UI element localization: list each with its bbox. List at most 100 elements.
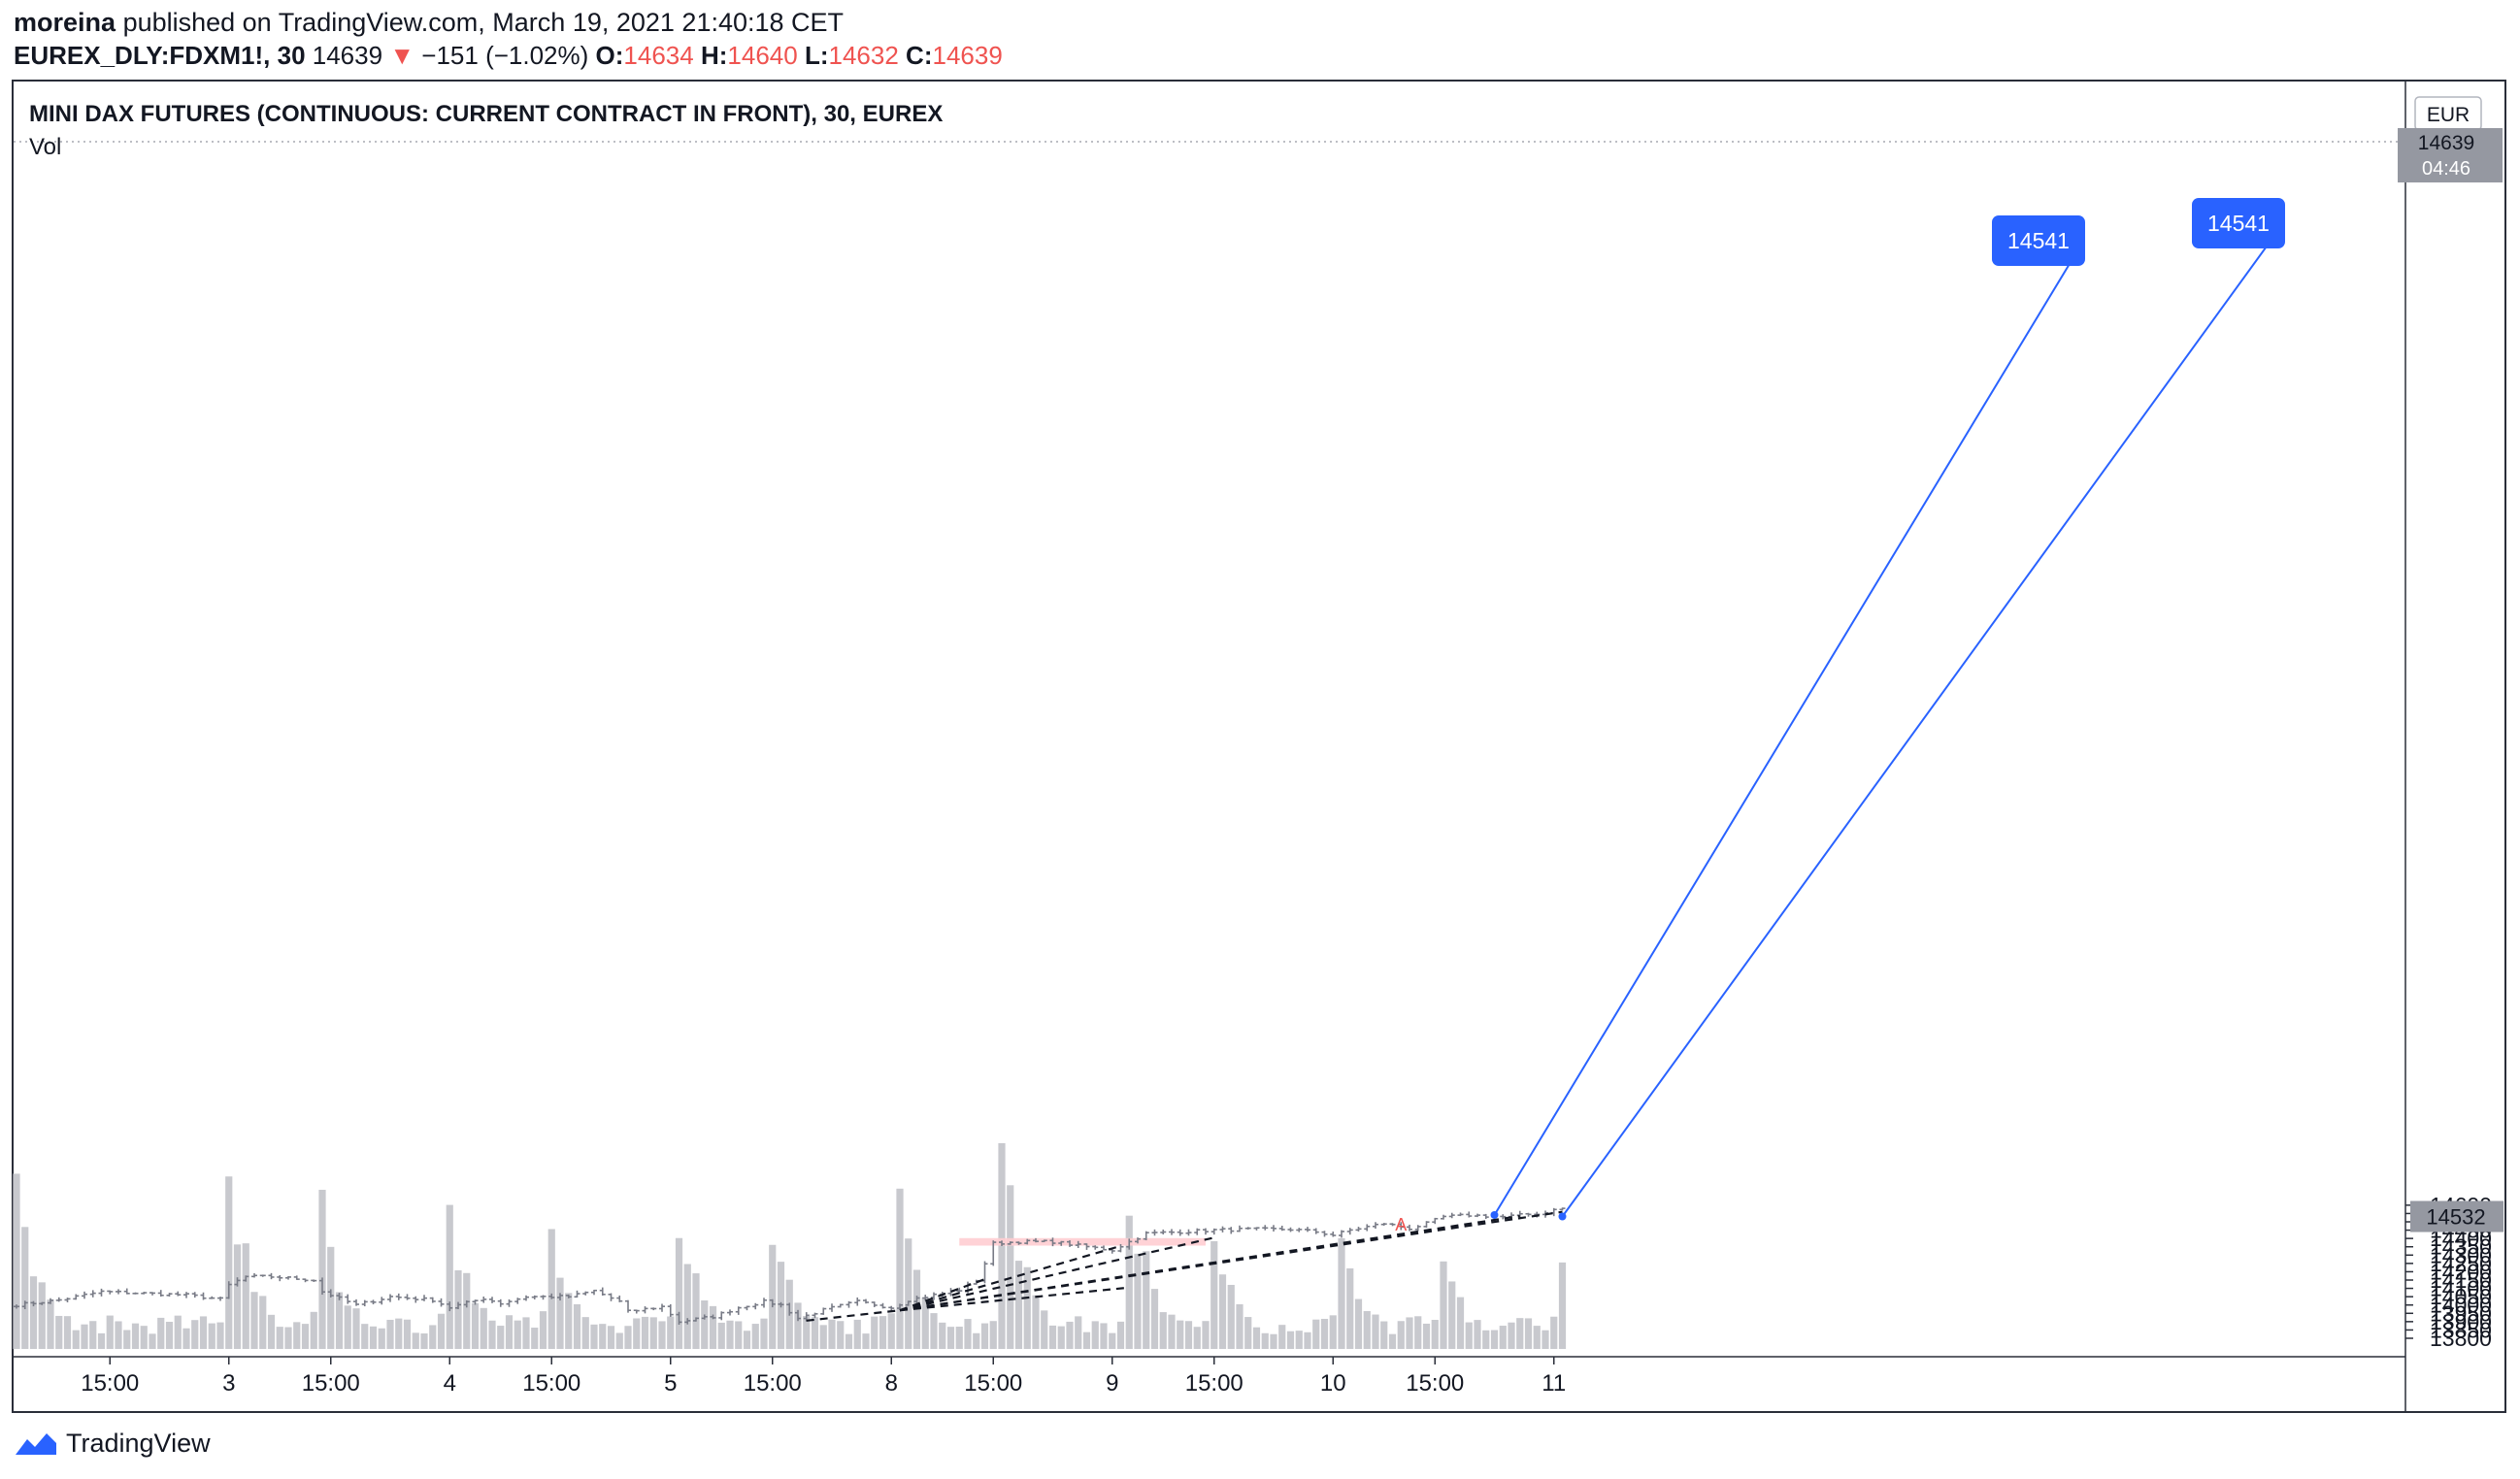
- ohlc-bar: [21, 1300, 28, 1310]
- ohlc-bar: [1364, 1224, 1371, 1232]
- ohlc-bar: [1253, 1227, 1260, 1231]
- trendline-layer: [806, 1210, 1563, 1322]
- volume-bar: [21, 1227, 29, 1349]
- callout-anchor: [1558, 1212, 1567, 1221]
- volume-bar: [1465, 1322, 1473, 1349]
- volume-bar: [1312, 1319, 1320, 1349]
- volume-bar: [412, 1332, 419, 1349]
- price-tick-label: 14050: [2430, 1284, 2492, 1309]
- volume-bar: [547, 1229, 555, 1349]
- bar-countdown: 04:46: [2422, 158, 2470, 180]
- volume-bar: [55, 1315, 63, 1349]
- volume-bar: [565, 1293, 573, 1349]
- ohlc-bar: [82, 1291, 87, 1299]
- volume-bar: [182, 1328, 190, 1349]
- volume-bar: [1066, 1321, 1074, 1349]
- ohlc-bar: [472, 1299, 479, 1305]
- volume-bar: [1244, 1317, 1252, 1349]
- volume-bar: [964, 1319, 972, 1349]
- time-tick-label: 15:00: [1406, 1370, 1464, 1397]
- volume-bar: [1261, 1332, 1269, 1349]
- volume-bar: [1057, 1326, 1065, 1349]
- volume-series: [13, 1142, 1567, 1349]
- time-tick-label: 15:00: [964, 1370, 1022, 1397]
- volume-bar: [573, 1303, 581, 1349]
- ohlc-bar: [633, 1309, 640, 1314]
- ohlc-bar: [1305, 1227, 1310, 1232]
- volume-bar: [386, 1319, 394, 1349]
- annotation-layer: 14541 14541 A: [1395, 198, 2285, 1234]
- volume-bar: [488, 1320, 496, 1349]
- volume-bar: [879, 1316, 887, 1349]
- trendline: [899, 1236, 1214, 1312]
- volume-bar: [13, 1173, 20, 1349]
- ohlc-bar: [30, 1300, 37, 1307]
- volume-bar: [599, 1324, 607, 1349]
- ohlc-bar: [285, 1276, 291, 1280]
- tradingview-footer[interactable]: TradingView: [14, 1429, 211, 1459]
- price-axis[interactable]: 1380013850139001395014000140501410014150…: [14, 82, 2503, 1411]
- ohlc-bar: [217, 1297, 223, 1301]
- author[interactable]: moreina: [14, 8, 116, 37]
- ohlc-bar: [251, 1272, 257, 1278]
- volume-bar: [1227, 1284, 1235, 1349]
- chart-frame: [12, 80, 2506, 1413]
- trendline: [899, 1286, 1130, 1312]
- close-value: 14639: [932, 41, 1003, 70]
- price-tick-label: 14000: [2430, 1293, 2492, 1318]
- callout-anchor: [1490, 1210, 1499, 1219]
- price-callout: [2192, 198, 2285, 248]
- ohlc-bar: [395, 1293, 402, 1300]
- volume-bar: [327, 1246, 335, 1349]
- ohlc-bar: [157, 1290, 164, 1297]
- ohlc-bar: [39, 1301, 46, 1305]
- price-tick-label: 14350: [2430, 1234, 2492, 1260]
- volume-bar: [946, 1327, 955, 1349]
- volume-bar: [1184, 1321, 1193, 1349]
- volume-bar: [735, 1321, 743, 1349]
- volume-bar: [581, 1317, 589, 1349]
- price-tick-label: 14150: [2430, 1267, 2492, 1293]
- open-label: O:: [595, 41, 624, 70]
- volume-bar: [1177, 1320, 1184, 1349]
- volume-bar: [216, 1322, 224, 1349]
- low-value: 14632: [828, 41, 899, 70]
- currency-label: EUR: [2427, 104, 2470, 126]
- time-axis[interactable]: 15:00 3 15:00 4 15:00 5 15:00 8 15:00 9 15:00 10 15:…: [14, 1356, 2405, 1397]
- time-tick-label: 11: [1542, 1370, 1566, 1397]
- volume-bar: [1490, 1330, 1499, 1349]
- ohlc-bar: [1143, 1231, 1149, 1241]
- volume-bar: [1346, 1267, 1354, 1349]
- ohlc-bar: [582, 1291, 589, 1296]
- ohlc-bar: [1160, 1229, 1167, 1235]
- ohlc-series: [14, 1207, 1566, 1325]
- volume-bar: [837, 1321, 845, 1349]
- ohlc-bar: [718, 1311, 725, 1321]
- price-tick-label: 14200: [2430, 1259, 2492, 1284]
- ohlc-bar: [1559, 1207, 1566, 1211]
- volume-bar: [1236, 1303, 1243, 1349]
- volume-bar: [1474, 1320, 1481, 1349]
- ohlc-bar: [1432, 1217, 1439, 1225]
- volume-bar: [539, 1311, 547, 1349]
- volume-bar: [259, 1296, 267, 1349]
- price-change: −151 (−1.02%): [421, 41, 589, 70]
- volume-bar: [1109, 1332, 1116, 1349]
- ohlc-bar: [404, 1294, 411, 1300]
- volume-bar: [199, 1316, 208, 1349]
- ohlc-bar: [829, 1303, 835, 1312]
- volume-bar: [624, 1326, 632, 1349]
- volume-bar: [1193, 1327, 1201, 1349]
- volume-bar: [1023, 1266, 1031, 1349]
- volume-bar: [1499, 1326, 1507, 1349]
- ohlc-bar: [616, 1295, 623, 1302]
- volume-bar: [667, 1316, 675, 1349]
- volume-bar: [751, 1324, 759, 1349]
- volume-bar: [335, 1292, 344, 1349]
- ohlc-bar: [761, 1298, 767, 1308]
- volume-bar: [1295, 1331, 1303, 1349]
- price-tick-label: 14300: [2430, 1242, 2492, 1267]
- volume-bar: [1091, 1321, 1099, 1349]
- symbol-name[interactable]: EUREX_DLY:FDXM1!, 30: [14, 41, 306, 70]
